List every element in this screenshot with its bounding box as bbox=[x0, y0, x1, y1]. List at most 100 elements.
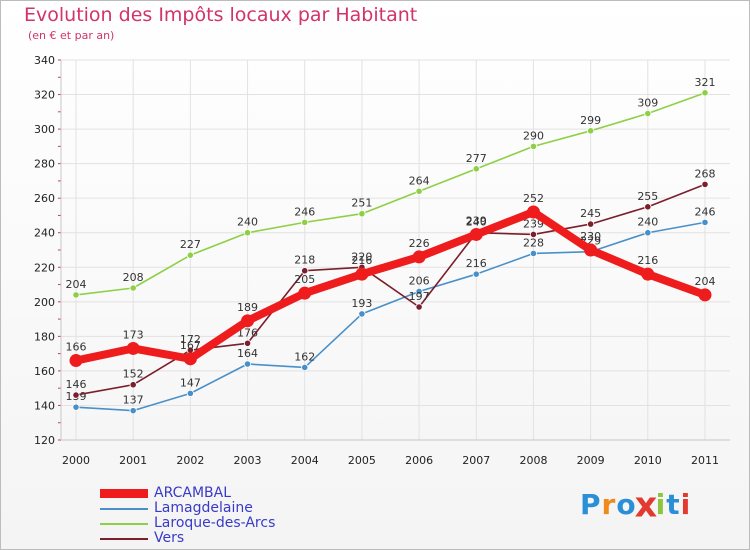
y-tick-label: 200 bbox=[34, 296, 55, 309]
data-point-vers bbox=[415, 303, 423, 311]
logo-letter: o bbox=[616, 488, 637, 521]
y-tick-label: 160 bbox=[34, 365, 55, 378]
data-point-arcambal bbox=[183, 352, 197, 366]
data-label-vers: 245 bbox=[580, 207, 601, 220]
x-tick-label: 2011 bbox=[691, 454, 719, 467]
x-tick-label: 2008 bbox=[519, 454, 547, 467]
data-point-vers bbox=[243, 339, 252, 347]
x-tick-label: 2010 bbox=[634, 454, 662, 467]
data-label-arcambal: 252 bbox=[523, 192, 544, 205]
data-point-arcambal bbox=[126, 341, 140, 355]
data-label-vers: 240 bbox=[466, 216, 487, 229]
data-point-vers bbox=[644, 203, 652, 211]
y-tick-label: 280 bbox=[34, 158, 55, 171]
data-label-lamagdelaine: 240 bbox=[637, 216, 658, 229]
y-tick-label: 120 bbox=[34, 434, 55, 447]
data-label-arcambal: 230 bbox=[580, 230, 601, 243]
x-tick-label: 2000 bbox=[62, 454, 90, 467]
data-point-arcambal bbox=[698, 288, 712, 302]
data-label-vers: 176 bbox=[237, 326, 258, 339]
y-tick-label: 300 bbox=[34, 123, 55, 136]
logo-letter: x bbox=[634, 483, 659, 526]
data-label-laroque-des-arcs: 277 bbox=[466, 152, 487, 165]
data-point-arcambal bbox=[469, 227, 483, 241]
data-point-arcambal bbox=[355, 267, 369, 281]
data-label-vers: 268 bbox=[695, 167, 716, 180]
data-point-laroque-des-arcs bbox=[243, 229, 252, 237]
data-label-vers: 218 bbox=[294, 254, 315, 267]
data-point-laroque-des-arcs bbox=[415, 187, 423, 195]
legend-label-vers: Vers bbox=[154, 530, 185, 546]
x-tick-label: 2009 bbox=[577, 454, 605, 467]
data-label-lamagdelaine: 246 bbox=[695, 205, 716, 218]
data-label-vers: 197 bbox=[409, 290, 430, 303]
data-point-lamagdelaine bbox=[186, 389, 194, 397]
data-label-arcambal: 204 bbox=[695, 275, 716, 288]
x-tick-label: 2007 bbox=[462, 454, 490, 467]
data-point-lamagdelaine bbox=[701, 218, 709, 226]
y-tick-label: 320 bbox=[34, 89, 55, 102]
legend-swatch-lamagdelaine bbox=[100, 507, 148, 510]
legend-swatch-vers bbox=[100, 537, 148, 540]
data-point-arcambal bbox=[584, 243, 598, 257]
data-label-laroque-des-arcs: 208 bbox=[123, 271, 144, 284]
data-label-lamagdelaine: 193 bbox=[351, 297, 372, 310]
data-label-vers: 220 bbox=[351, 250, 372, 263]
x-tick-label: 2006 bbox=[405, 454, 433, 467]
series-line-lamagdelaine bbox=[75, 221, 706, 412]
proxiti-logo: Proxiti bbox=[580, 484, 692, 525]
data-label-vers: 146 bbox=[66, 378, 87, 391]
data-label-lamagdelaine: 206 bbox=[409, 274, 430, 287]
data-label-vers: 172 bbox=[180, 333, 201, 346]
legend-item-vers: Vers bbox=[100, 531, 275, 546]
y-tick-label: 240 bbox=[34, 227, 55, 240]
data-label-laroque-des-arcs: 227 bbox=[180, 238, 201, 251]
data-point-laroque-des-arcs bbox=[587, 127, 595, 135]
logo-letter: i bbox=[655, 488, 667, 521]
data-label-laroque-des-arcs: 264 bbox=[409, 174, 430, 187]
y-tick-label: 140 bbox=[34, 399, 55, 412]
data-label-lamagdelaine: 147 bbox=[180, 376, 201, 389]
y-tick-label: 220 bbox=[34, 261, 55, 274]
data-point-laroque-des-arcs bbox=[72, 291, 80, 299]
data-label-lamagdelaine: 228 bbox=[523, 236, 544, 249]
data-point-laroque-des-arcs bbox=[358, 210, 366, 218]
data-point-vers bbox=[129, 381, 137, 389]
data-point-arcambal bbox=[641, 267, 655, 281]
series-line-arcambal bbox=[72, 208, 709, 365]
data-point-arcambal bbox=[526, 205, 540, 219]
x-tick-label: 2004 bbox=[291, 454, 319, 467]
legend-item-laroque-des-arcs: Laroque-des-Arcs bbox=[100, 516, 275, 531]
data-label-lamagdelaine: 164 bbox=[237, 347, 258, 360]
data-label-lamagdelaine: 162 bbox=[294, 350, 315, 363]
legend-label-arcambal: ARCAMBAL bbox=[154, 485, 232, 501]
data-point-lamagdelaine bbox=[529, 249, 538, 258]
chart-legend: ARCAMBAL Lamagdelaine Laroque-des-Arcs Vers bbox=[100, 486, 275, 546]
data-point-laroque-des-arcs bbox=[186, 251, 194, 259]
x-tick-label: 2003 bbox=[234, 454, 262, 467]
y-tick-label: 180 bbox=[34, 330, 55, 343]
data-point-lamagdelaine bbox=[358, 310, 366, 318]
data-point-vers bbox=[529, 230, 538, 239]
data-point-lamagdelaine bbox=[301, 363, 309, 372]
data-point-arcambal bbox=[69, 354, 83, 368]
x-tick-label: 2002 bbox=[176, 454, 204, 467]
data-label-lamagdelaine: 137 bbox=[123, 394, 144, 407]
chart-subtitle: (en € et par an) bbox=[28, 29, 115, 42]
data-label-laroque-des-arcs: 251 bbox=[351, 197, 372, 210]
data-point-laroque-des-arcs bbox=[301, 218, 309, 226]
data-point-vers bbox=[72, 391, 80, 399]
legend-swatch-arcambal bbox=[100, 489, 148, 498]
data-point-lamagdelaine bbox=[243, 360, 252, 368]
data-label-vers: 255 bbox=[637, 190, 658, 203]
series-line-vers bbox=[75, 183, 706, 396]
data-label-arcambal: 205 bbox=[294, 273, 315, 286]
data-label-laroque-des-arcs: 246 bbox=[294, 205, 315, 218]
legend-item-arcambal: ARCAMBAL bbox=[100, 486, 275, 501]
data-point-lamagdelaine bbox=[472, 270, 480, 278]
data-point-vers bbox=[701, 180, 709, 188]
data-point-laroque-des-arcs bbox=[529, 142, 538, 150]
logo-letter: i bbox=[680, 488, 692, 521]
